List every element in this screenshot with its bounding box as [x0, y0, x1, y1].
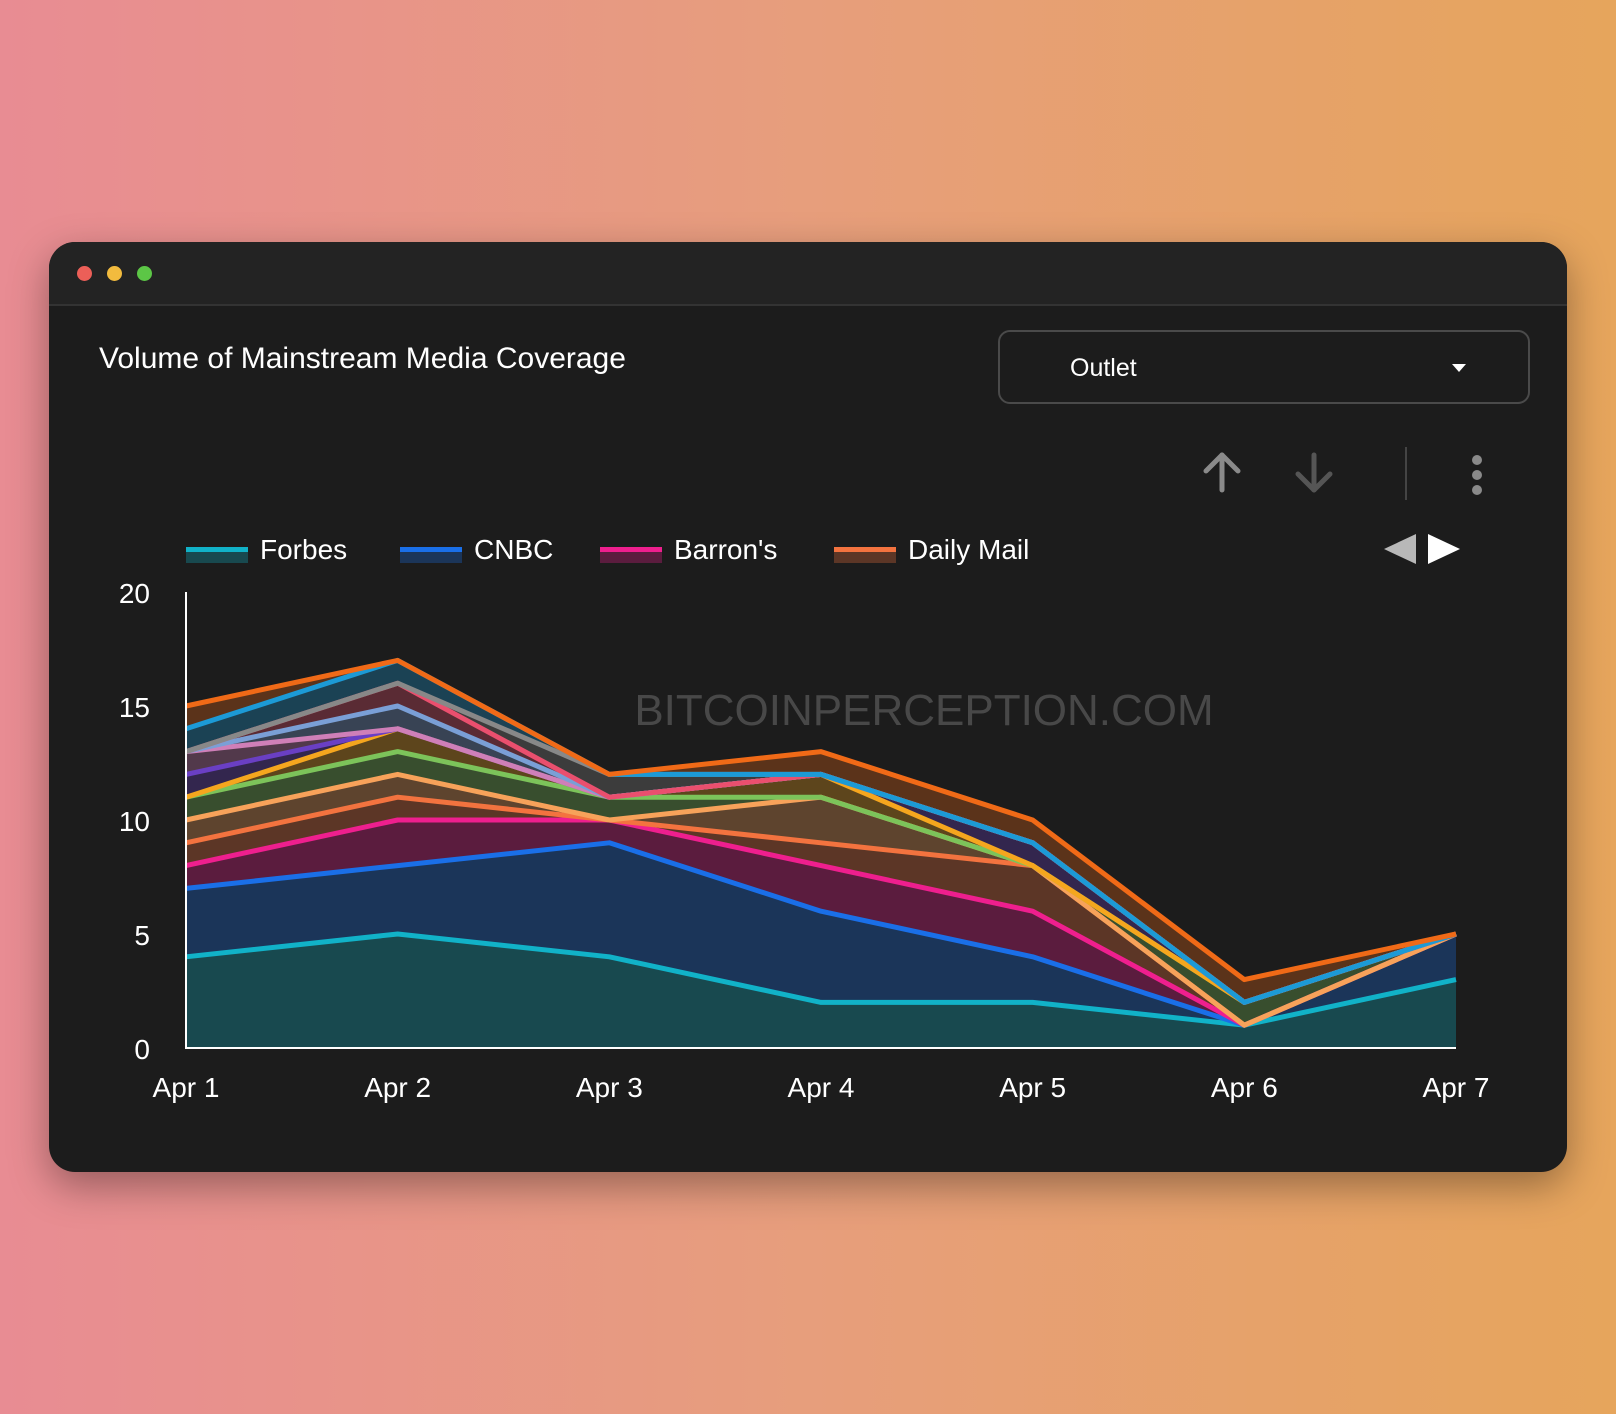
x-axis-ticks: Apr 1 Apr 2 Apr 3 Apr 4 Apr 5 Apr 6 Apr 7 — [153, 1072, 1490, 1103]
area-series-6 — [186, 728, 1456, 1003]
legend-next-icon[interactable] — [1428, 534, 1460, 564]
app-window: Volume of Mainstream Media Coverage Outl… — [49, 242, 1567, 1172]
legend-item[interactable]: Barron's — [600, 534, 777, 565]
arrow-down-icon[interactable] — [1295, 452, 1333, 493]
x-tick-label: Apr 1 — [153, 1072, 220, 1103]
y-tick-label: 20 — [119, 578, 150, 609]
x-tick-label: Apr 3 — [576, 1072, 643, 1103]
x-tick-label: Apr 2 — [364, 1072, 431, 1103]
outlet-dropdown[interactable]: Outlet — [998, 330, 1530, 404]
outlet-dropdown-label: Outlet — [1070, 354, 1137, 382]
legend-item[interactable]: CNBC — [400, 534, 553, 565]
chart-lines — [185, 657, 1457, 1028]
chart-title: Volume of Mainstream Media Coverage — [99, 342, 626, 375]
legend-prev-icon[interactable] — [1384, 534, 1416, 564]
legend-swatch-line — [400, 547, 462, 552]
chart-legend: Forbes CNBC Barron's Daily Mail — [186, 534, 1029, 565]
y-tick-label: 5 — [134, 920, 150, 951]
area-series-4 — [186, 774, 1456, 1026]
legend-swatch-line — [186, 547, 248, 552]
area-series-0 — [186, 934, 1456, 1048]
x-tick-label: Apr 4 — [788, 1072, 855, 1103]
area-series-13 — [186, 660, 1456, 1003]
legend-label: CNBC — [474, 534, 553, 565]
more-vertical-icon[interactable] — [1472, 455, 1482, 495]
legend-label: Barron's — [674, 534, 777, 565]
zoom-window-button[interactable] — [137, 266, 152, 281]
arrow-up-icon[interactable] — [1203, 452, 1241, 493]
chevron-down-icon — [1452, 364, 1466, 372]
area-series-5 — [186, 751, 1456, 1026]
area-series-12 — [186, 660, 1456, 1003]
legend-label: Daily Mail — [908, 534, 1029, 565]
area-series-1 — [186, 842, 1456, 1026]
x-tick-label: Apr 7 — [1423, 1072, 1490, 1103]
legend-label: Forbes — [260, 534, 347, 565]
legend-item[interactable]: Daily Mail — [834, 534, 1029, 565]
title-bar — [49, 242, 1567, 306]
chart-watermark: BITCOINPERCEPTION.COM — [634, 686, 1213, 735]
y-tick-label: 10 — [119, 806, 150, 837]
close-window-button[interactable] — [77, 266, 92, 281]
area-series-2 — [186, 820, 1456, 1026]
minimize-window-button[interactable] — [107, 266, 122, 281]
y-tick-label: 15 — [119, 692, 150, 723]
area-series-10 — [186, 683, 1456, 1003]
y-axis-ticks: 0 5 10 15 20 — [119, 578, 150, 1065]
legend-swatch-line — [834, 547, 896, 552]
legend-swatch-line — [600, 547, 662, 552]
y-tick-label: 0 — [134, 1034, 150, 1065]
line-series-13 — [185, 657, 1457, 983]
legend-item[interactable]: Forbes — [186, 534, 347, 565]
x-tick-label: Apr 5 — [999, 1072, 1066, 1103]
x-tick-label: Apr 6 — [1211, 1072, 1278, 1103]
